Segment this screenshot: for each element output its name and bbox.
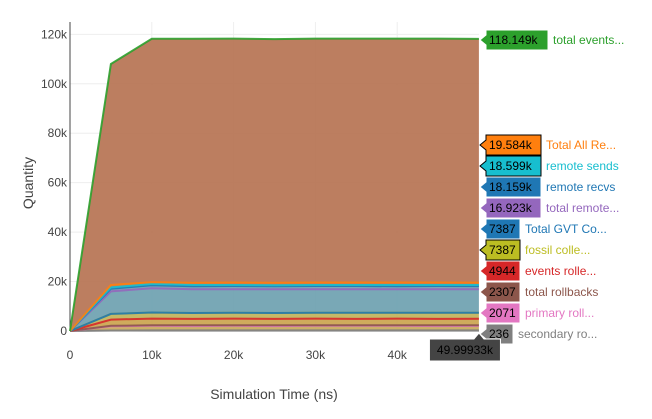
hover-value: 2307 [489, 285, 516, 299]
hover-series-name: events rolle... [525, 264, 596, 278]
hover-label-box [479, 281, 521, 303]
x-tick-label: 0 [67, 348, 74, 362]
hover-value: 118.149k [489, 33, 538, 47]
hover-value: 236 [489, 327, 509, 341]
hover-value: 16.923k [489, 201, 533, 215]
area-fills [70, 38, 479, 331]
x-hover-label: 49.99933k [428, 332, 501, 362]
series-line [69, 37, 479, 332]
x-hover-box: 49.99933k [428, 332, 501, 362]
x-axis-ticks: 0 10k 20k 30k 40k [67, 348, 408, 362]
series-line [69, 311, 479, 332]
y-tick-label: 80k [48, 126, 68, 140]
hover-label-box [479, 29, 549, 51]
hover-label-box [479, 302, 521, 324]
series-line [69, 317, 479, 332]
series-area [70, 284, 479, 331]
hover-series-name: total remote... [546, 201, 619, 215]
x-tick-label: 10k [142, 348, 162, 362]
y-tick-label: 20k [48, 275, 68, 289]
hover-series-name: remote sends [546, 159, 619, 173]
hover-label: 16.923k total remote... [479, 197, 619, 219]
hover-value: 2071 [489, 306, 516, 320]
series-line [69, 324, 479, 332]
hover-label: 7387 fossil colle... [479, 239, 590, 261]
hover-series-name: total rollbacks [525, 285, 598, 299]
hover-series-name: fossil colle... [525, 243, 590, 257]
y-axis-ticks: 0 20k 40k 60k 80k 100k 120k [41, 27, 68, 338]
hover-label: 2307 total rollbacks [479, 281, 598, 303]
series-area [70, 312, 479, 331]
hover-label: 4944 events rolle... [479, 260, 596, 282]
hover-label-box [479, 239, 521, 261]
x-axis-title: Simulation Time (ns) [210, 386, 338, 402]
hover-label-box [479, 134, 542, 156]
hover-label-box [479, 155, 542, 177]
hover-label-box [479, 197, 542, 219]
hover-value: 18.159k [489, 180, 533, 194]
hover-label: 118.149k total events... [479, 29, 624, 51]
series-line [69, 281, 479, 332]
x-tick-label: 30k [306, 348, 326, 362]
hover-labels: 118.149k total events... 19.584k Total All … [479, 29, 624, 345]
y-axis-title: Quantity [20, 157, 36, 209]
hover-label: 18.599k remote sends [479, 155, 619, 177]
y-tick-label: 0 [60, 324, 67, 338]
hover-label-box [479, 176, 542, 198]
hover-value: 4944 [489, 264, 516, 278]
hover-label-box [479, 260, 521, 282]
hover-series-name: Total GVT Co... [525, 222, 607, 236]
series-area [70, 38, 479, 331]
y-tick-label: 120k [41, 27, 68, 41]
hover-value: 19.584k [489, 138, 533, 152]
x-hover-value: 49.99933k [437, 343, 494, 357]
series-line [69, 284, 479, 332]
hover-series-name: total events... [553, 33, 624, 47]
hover-label: 18.159k remote recvs [479, 176, 615, 198]
series-lines [69, 37, 479, 332]
series-line [69, 329, 479, 332]
hover-series-name: primary roll... [525, 306, 594, 320]
hover-series-name: remote recvs [546, 180, 615, 194]
hover-label-box [479, 218, 521, 240]
series-line [69, 287, 479, 332]
hover-label: 2071 primary roll... [479, 302, 594, 324]
hover-label: 19.584k Total All Re... [479, 134, 616, 156]
y-tick-label: 100k [41, 77, 68, 91]
hover-label: 7387 Total GVT Co... [479, 218, 607, 240]
x-tick-label: 40k [388, 348, 408, 362]
hover-value: 7387 [489, 243, 516, 257]
hover-series-name: secondary ro... [518, 327, 597, 341]
hover-value: 7387 [489, 222, 516, 236]
x-tick-label: 20k [224, 348, 244, 362]
hover-value: 18.599k [489, 159, 533, 173]
series-line [69, 282, 479, 332]
hover-series-name: Total All Re... [546, 138, 616, 152]
y-tick-label: 40k [48, 225, 68, 239]
x-hover-bg [428, 332, 501, 362]
y-tick-label: 60k [48, 176, 68, 190]
